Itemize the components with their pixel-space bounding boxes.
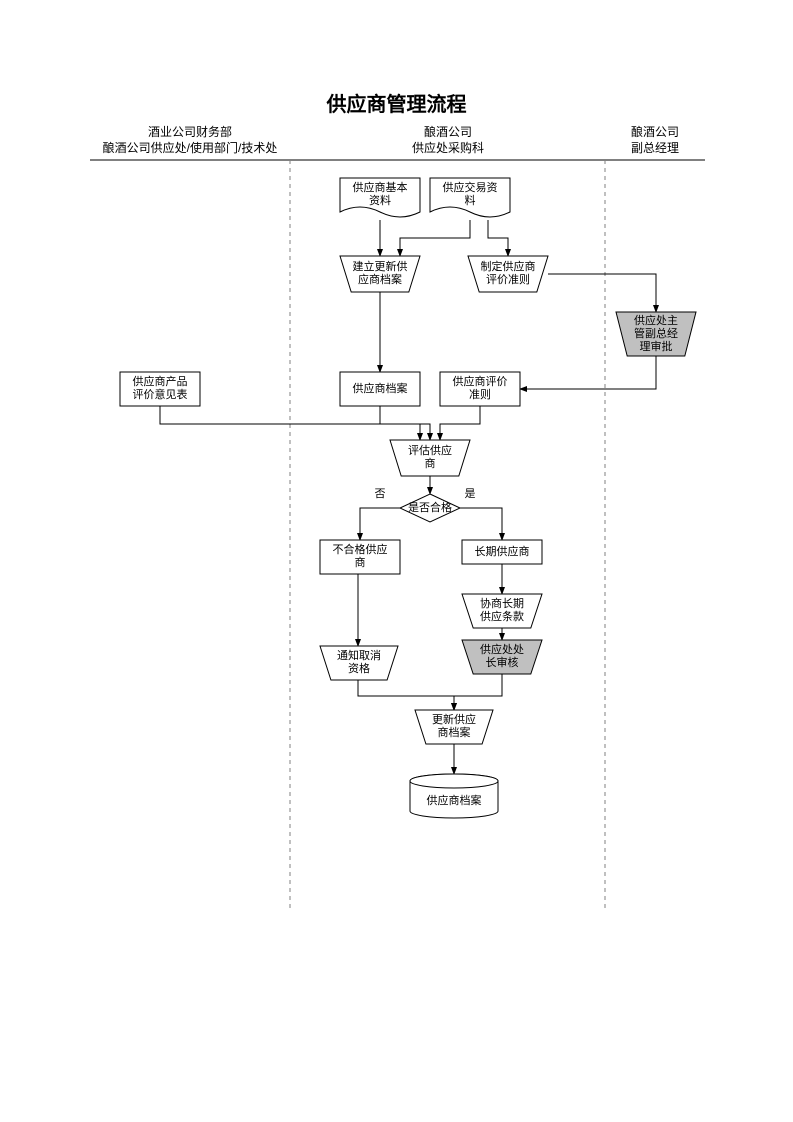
node-n_criteria: 制定供应商 评价准则 (468, 256, 548, 292)
node-n_negotiate: 协商长期 供应条款 (462, 594, 542, 628)
edge-label: 是 (460, 488, 480, 501)
node-n_trade: 供应交易资 料 (430, 178, 510, 212)
edge-label: 否 (370, 488, 390, 501)
node-n_vp_approve: 供应处主 管副总经 理审批 (616, 312, 696, 356)
page: 供应商管理流程 酒业公司财务部 酿酒公司供应处/使用部门/技术处 酿酒公司 供应… (0, 0, 793, 1122)
node-n_db: 供应商档案 (410, 784, 498, 818)
node-n_archive: 供应商档案 (340, 372, 420, 406)
node-n_unq: 不合格供应 商 (320, 540, 400, 574)
node-n_update: 更新供应 商档案 (415, 710, 493, 744)
node-n_build: 建立更新供 应商档案 (340, 256, 420, 292)
node-n_long: 长期供应商 (462, 540, 542, 564)
node-n_std: 供应商评价 准则 (440, 372, 520, 406)
node-n_cancel: 通知取消 资格 (320, 646, 398, 680)
node-n_basic: 供应商基本 资料 (340, 178, 420, 212)
node-n_eval: 评估供应 商 (390, 440, 470, 476)
node-n_opinion: 供应商产品 评价意见表 (120, 372, 200, 406)
node-n_decision: 是否合格 (400, 494, 460, 522)
node-n_chief: 供应处处 长审核 (462, 640, 542, 674)
